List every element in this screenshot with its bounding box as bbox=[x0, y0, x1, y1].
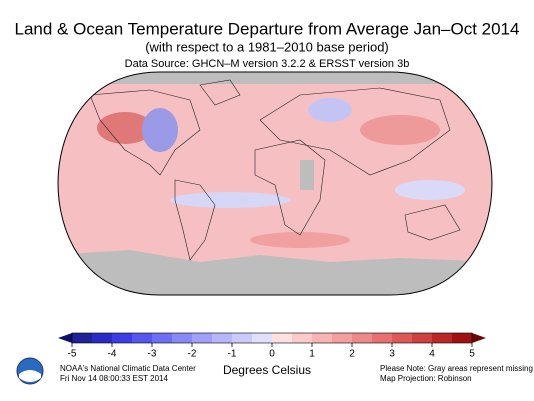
colorbar-segment bbox=[332, 333, 353, 343]
colorbar-segment bbox=[312, 333, 333, 343]
colorbar-segment bbox=[112, 333, 133, 343]
colorbar-segment bbox=[252, 333, 273, 343]
colorbar-under bbox=[58, 333, 72, 343]
colorbar-segment bbox=[292, 333, 313, 343]
footer-org: NOAA's National Climatic Data Center bbox=[60, 364, 196, 373]
footer-projection: Map Projection: Robinson bbox=[380, 374, 472, 383]
colorbar-tick-label: -2 bbox=[188, 349, 197, 360]
map-border bbox=[57, 71, 493, 296]
footer-date: Fri Nov 14 08:00:33 EST 2014 bbox=[60, 374, 168, 383]
colorbar-segment bbox=[392, 333, 413, 343]
colorbar-tick-label: -1 bbox=[228, 349, 237, 360]
source: Data Source: GHCN–M version 3.2.2 & ERSS… bbox=[125, 58, 410, 70]
colorbar-segment bbox=[72, 333, 93, 343]
colorbar-over bbox=[472, 333, 486, 343]
colorbar-segment bbox=[272, 333, 293, 343]
colorbar-tick-label: -3 bbox=[148, 349, 157, 360]
colorbar-segment bbox=[372, 333, 393, 343]
colorbar-segment bbox=[212, 333, 233, 343]
colorbar-tick-label: 1 bbox=[309, 349, 315, 360]
colorbar-tick-label: 2 bbox=[349, 349, 355, 360]
colorbar-segment bbox=[92, 333, 113, 343]
colorbar-segment bbox=[452, 333, 473, 343]
colorbar-tick-label: 4 bbox=[429, 349, 435, 360]
colorbar-segment bbox=[412, 333, 433, 343]
colorbar-segment bbox=[192, 333, 213, 343]
colorbar-label: Degrees Celsius bbox=[223, 363, 311, 377]
colorbar-tick-label: -5 bbox=[68, 349, 77, 360]
colorbar-tick-label: -4 bbox=[108, 349, 117, 360]
footer-note: Please Note: Gray areas represent missin… bbox=[380, 364, 534, 373]
noaa-logo-wave bbox=[19, 370, 41, 382]
colorbar-segment bbox=[232, 333, 253, 343]
colorbar-tick-label: 0 bbox=[269, 349, 275, 360]
subtitle: (with respect to a 1981–2010 base period… bbox=[145, 39, 389, 54]
colorbar-tick-label: 5 bbox=[469, 349, 475, 360]
map bbox=[58, 72, 492, 295]
colorbar-segment bbox=[432, 333, 453, 343]
colorbar-segment bbox=[352, 333, 373, 343]
title: Land & Ocean Temperature Departure from … bbox=[15, 19, 520, 38]
colorbar-segment bbox=[132, 333, 153, 343]
colorbar-tick-label: 3 bbox=[389, 349, 395, 360]
colorbar-segment bbox=[152, 333, 173, 343]
colorbar-segment bbox=[172, 333, 193, 343]
